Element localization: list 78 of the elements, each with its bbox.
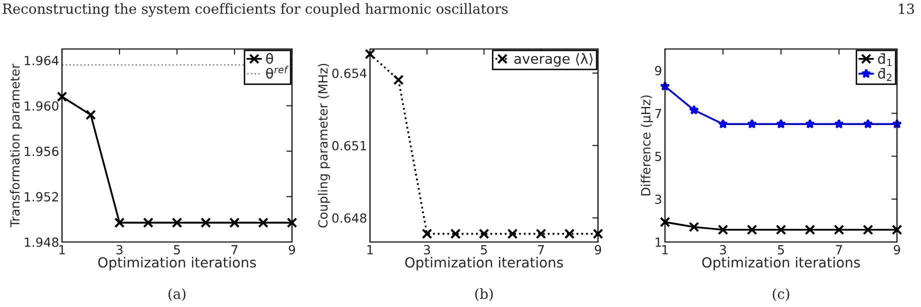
point — [718, 118, 728, 128]
point — [746, 118, 758, 128]
point — [422, 228, 432, 240]
ref-line-label: θ$^{ref}$ — [266, 66, 289, 79]
y-tick-label: 5 — [655, 152, 662, 162]
point — [86, 110, 96, 120]
x-tick-label: 1 — [662, 245, 668, 254]
point — [564, 228, 575, 240]
point — [286, 217, 298, 228]
y-axis-title: Coupling parameter (MHz) — [318, 64, 330, 228]
point — [592, 228, 604, 240]
point — [862, 224, 874, 235]
point — [229, 217, 240, 228]
point — [450, 228, 461, 240]
x-tick-label: 5 — [480, 245, 487, 254]
point — [862, 118, 874, 128]
y-tick-label: 1.948 — [24, 237, 58, 247]
y-tick-label: 1 — [656, 238, 662, 247]
legend-label: d̄$_{2}$ — [878, 68, 892, 81]
y-tick-label: 1.960 — [24, 101, 58, 111]
point — [688, 104, 700, 115]
legend-label: θ — [266, 53, 274, 64]
y-tick-label: 3 — [655, 194, 662, 204]
point — [536, 228, 546, 240]
x-tick-label: 9 — [894, 245, 900, 254]
point — [507, 228, 518, 240]
point — [804, 224, 816, 235]
point — [776, 224, 786, 235]
point — [746, 224, 758, 235]
point — [200, 217, 211, 228]
point — [776, 118, 786, 128]
point — [718, 224, 728, 235]
x-tick-label: 5 — [778, 245, 784, 254]
y-tick-label: 1.956 — [24, 146, 58, 156]
x-tick-label: 7 — [538, 245, 544, 254]
x-tick-label: 7 — [836, 245, 842, 254]
x-tick-label: 3 — [116, 245, 122, 254]
legend-label: average ⟨λ⟩ — [514, 53, 593, 67]
point — [172, 217, 182, 228]
point — [478, 228, 490, 240]
x-tick-label: 9 — [594, 245, 602, 254]
x-tick-label: 7 — [232, 245, 238, 254]
point — [804, 118, 816, 128]
point — [114, 217, 125, 228]
point — [364, 48, 376, 60]
x-tick-label: 1 — [59, 245, 65, 254]
point — [660, 216, 670, 228]
point — [834, 118, 844, 128]
y-tick-label: 1.964 — [24, 56, 59, 66]
point — [834, 224, 844, 235]
point — [393, 74, 404, 86]
x-tick-label: 3 — [720, 245, 726, 254]
x-axis-title: Optimization iterations — [405, 256, 563, 270]
text: (c) — [772, 288, 790, 301]
y-tick-label: 7 — [655, 108, 662, 118]
y-tick-label: 0.651 — [332, 140, 366, 150]
y-tick-label: 1.952 — [24, 192, 58, 202]
point — [56, 91, 68, 102]
y-axis-title: Transformation parameter — [10, 64, 22, 228]
x-tick-label: 1 — [367, 245, 373, 254]
point — [143, 217, 154, 228]
legend-label: d̄$_{1}$ — [878, 53, 892, 66]
point — [892, 224, 902, 235]
text: 13 — [899, 4, 914, 14]
text: (a) — [168, 288, 186, 301]
x-tick-label: 5 — [174, 245, 180, 254]
y-tick-label: 0.654 — [332, 68, 367, 78]
text: (b) — [475, 288, 493, 301]
x-tick-label: 3 — [424, 245, 430, 254]
x-axis-title: Optimization iterations — [702, 256, 860, 270]
x-tick-label: 9 — [288, 245, 296, 254]
text: Reconstructing the system coefficients for coupled harmonic oscillators — [2, 3, 508, 17]
x-axis-title: Optimization iterations — [98, 256, 256, 270]
point — [688, 222, 700, 232]
y-tick-label: 0.648 — [332, 213, 366, 223]
y-tick-label: 9 — [655, 66, 662, 76]
point — [258, 217, 268, 228]
y-axis-title: Difference (μHz) — [640, 95, 653, 196]
